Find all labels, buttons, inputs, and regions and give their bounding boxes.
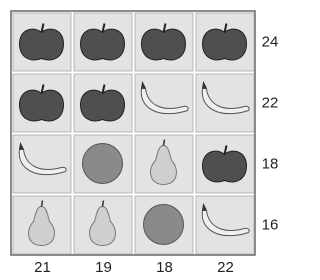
orange (83, 144, 123, 184)
puzzle: 24 22 18 16 21 19 18 22 (0, 0, 284, 280)
row-sum: 16 (262, 216, 279, 233)
apple-body (81, 90, 125, 121)
column-sum: 22 (217, 259, 234, 276)
apple-body (203, 151, 247, 182)
column-sum: 21 (34, 259, 51, 276)
row-sum: 22 (262, 94, 279, 111)
column-sum: 19 (95, 259, 112, 276)
apple-body (81, 29, 125, 60)
column-sum: 18 (156, 259, 173, 276)
apple-body (20, 29, 64, 60)
orange-body (144, 205, 184, 245)
row-sum: 24 (262, 33, 279, 50)
pear-stem (164, 140, 165, 146)
apple-body (20, 90, 64, 121)
apple-body (203, 29, 247, 60)
pear-stem (103, 201, 104, 207)
row-sum: 18 (262, 155, 279, 172)
apple-body (142, 29, 186, 60)
pear-stem (42, 201, 43, 207)
orange (144, 205, 184, 245)
orange-body (83, 144, 123, 184)
